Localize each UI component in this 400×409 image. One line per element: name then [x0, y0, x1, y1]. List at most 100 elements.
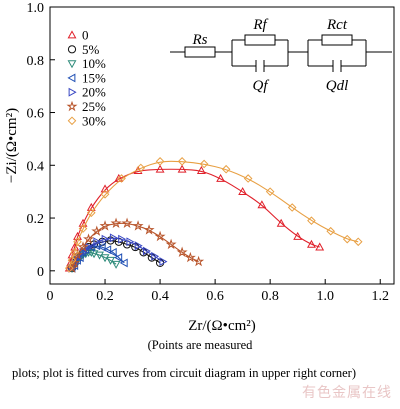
x-tick-label: 1.0: [316, 289, 334, 304]
data-point: [177, 157, 187, 166]
legend-label: 15%: [82, 70, 106, 85]
data-point: [91, 225, 103, 236]
data-point: [287, 203, 297, 212]
data-point: [93, 237, 102, 247]
y-tick-label: 0.8: [27, 54, 45, 69]
data-point: [109, 233, 118, 243]
data-point: [78, 218, 88, 227]
data-point: [238, 187, 248, 196]
fit-curve: [68, 168, 320, 269]
data-point: [101, 234, 110, 244]
data-point: [353, 237, 363, 247]
data-point: [177, 164, 187, 173]
data-point: [143, 224, 155, 235]
data-point: [307, 216, 316, 225]
label-qf: Qf: [253, 78, 270, 94]
x-axis-label: Zr/(Ω•cm²): [188, 318, 256, 334]
data-point: [106, 256, 115, 265]
x-tick-label: 0.2: [96, 289, 114, 304]
data-point: [221, 164, 231, 174]
x-tick-label: 0.6: [206, 289, 224, 304]
data-point: [132, 220, 144, 231]
data-point: [100, 189, 110, 199]
y-tick-label: 0.2: [27, 212, 45, 227]
data-point: [326, 226, 336, 236]
y-tick-label: 0: [37, 265, 44, 280]
data-point: [176, 246, 188, 258]
data-point: [342, 234, 352, 244]
data-point: [117, 174, 126, 183]
data-point: [78, 224, 88, 233]
plot-frame: [49, 6, 395, 285]
y-tick-label: 1.0: [27, 1, 45, 16]
data-point: [306, 239, 316, 248]
data-point: [293, 231, 303, 240]
circuit-diagram: [170, 34, 392, 72]
data-point: [154, 230, 166, 242]
y-tick-label: 0.4: [27, 159, 45, 174]
data-point: [159, 257, 168, 267]
resistor-rct: [321, 34, 353, 46]
data-point: [165, 238, 177, 250]
data-point: [77, 241, 89, 252]
data-point: [73, 237, 82, 247]
x-tick-label: 1.2: [371, 289, 389, 304]
y-axis-label: −Zi/(Ω•cm²): [4, 108, 20, 183]
label-qdl: Qdl: [326, 78, 349, 94]
x-tick-label: 0.4: [151, 289, 169, 304]
data-point: [114, 253, 123, 263]
data-point: [97, 242, 106, 252]
data-point: [118, 234, 127, 244]
data-point: [111, 260, 121, 269]
data-point: [79, 247, 88, 257]
data-point: [108, 247, 117, 257]
data-point: [100, 184, 110, 193]
data-point: [86, 208, 96, 218]
data-point: [142, 246, 151, 256]
data-point: [196, 165, 206, 174]
legend-label: 0: [82, 28, 89, 43]
x-tick-label: 0: [47, 289, 54, 304]
data-point: [199, 159, 209, 169]
resistor-rs: [184, 46, 216, 58]
legend-marker: [67, 116, 77, 126]
legend-label: 25%: [82, 99, 106, 114]
data-point: [70, 248, 80, 257]
data-point: [155, 157, 165, 166]
legend-marker: [67, 73, 76, 83]
legend-marker: [67, 45, 77, 54]
label-rct: Rct: [326, 17, 348, 33]
data-point: [216, 173, 226, 182]
caption-line-2: plots; plot is fitted curves from circui…: [12, 366, 357, 380]
legend-marker: [67, 60, 77, 69]
data-point: [193, 255, 205, 267]
fit-curve: [68, 160, 359, 269]
watermark: 有色金属在线: [302, 385, 392, 401]
data-point: [184, 251, 196, 263]
data-point: [126, 237, 135, 247]
data-point: [86, 202, 96, 211]
data-point: [99, 220, 111, 231]
x-tick-label: 0.8: [261, 289, 279, 304]
caption-line-1: (Points are measured: [147, 338, 253, 352]
legend-marker: [68, 87, 77, 97]
legend: 05%10%15%20%25%30%: [66, 28, 106, 128]
data-point: [121, 217, 133, 229]
data-point: [119, 258, 128, 268]
data-point: [134, 241, 143, 251]
data-point: [66, 262, 78, 273]
legend-label: 20%: [82, 85, 106, 100]
data-point: [315, 242, 325, 251]
resistor-rf: [244, 34, 276, 46]
data-point: [265, 187, 275, 196]
data-point: [151, 251, 160, 261]
data-point: [83, 233, 95, 244]
series-6: [64, 157, 363, 273]
data-point: [243, 174, 253, 183]
nyquist-chart: 0 0.2 0.4 0.6 0.8 1.0 1.2 0 0.2 0.4 0.6 0.8 1.0 Zr/(Ω…: [4, 1, 395, 334]
data-point: [276, 218, 286, 227]
label-rs: Rs: [192, 32, 208, 48]
y-tick-label: 0.6: [27, 107, 45, 122]
legend-label: 5%: [82, 42, 100, 57]
legend-label: 30%: [82, 113, 106, 128]
